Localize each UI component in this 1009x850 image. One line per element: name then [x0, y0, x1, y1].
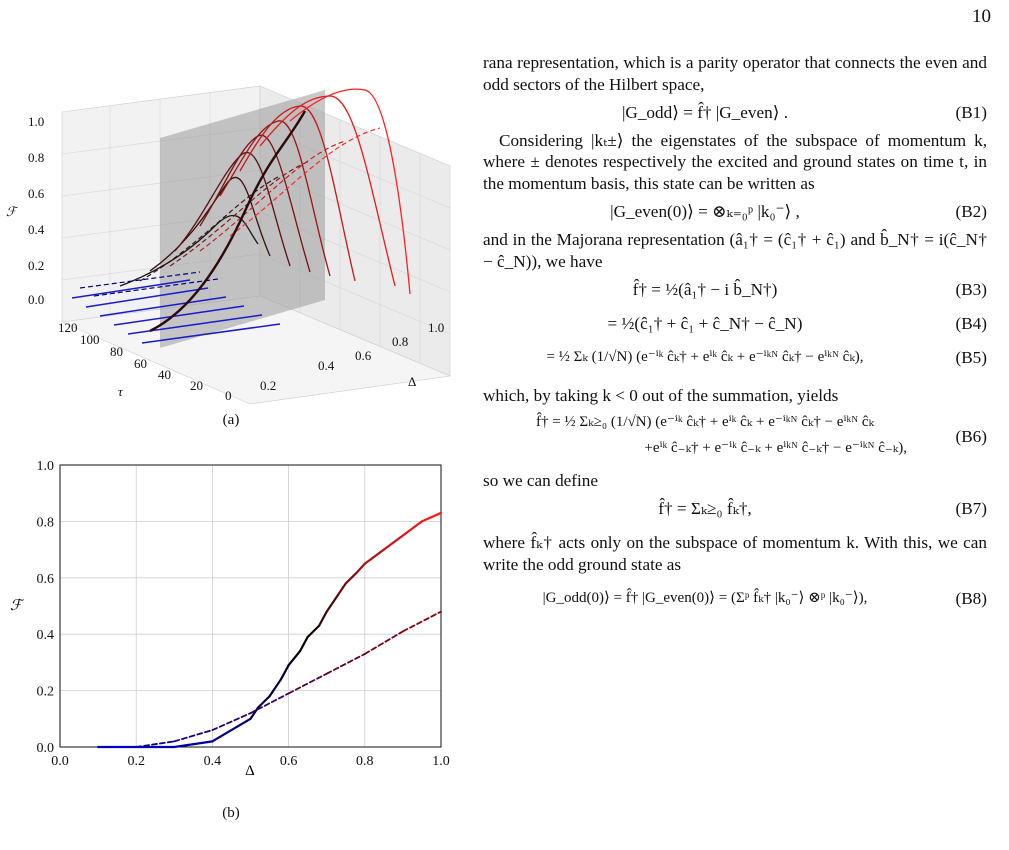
dashed-series-segment — [363, 630, 404, 655]
figure-a-caption: (a) — [222, 412, 240, 428]
delta-tick: 0.6 — [355, 348, 372, 363]
solid-series-segment — [211, 728, 233, 743]
delta-tick: 1.0 — [428, 320, 444, 335]
z-tick: 0.6 — [28, 186, 45, 201]
equation-b3: f̂† = ½(â₁† − i b̂_N†) (B3) — [483, 273, 987, 307]
figure-b-caption: (b) — [222, 805, 240, 821]
solid-series-segment — [173, 740, 214, 749]
equation-b2: |G_even(0)⟩ = ⊗ₖ₌₀ᵖ |k₀⁻⟩ , (B2) — [483, 195, 987, 229]
solid-series-segment — [356, 562, 366, 574]
equation-body: f̂† = ½ Σₖ≥₀ (1/√N) (e⁻ⁱᵏ ĉₖ† + eⁱᵏ ĉₖ +… — [535, 414, 875, 431]
equation-number: (B4) — [955, 313, 987, 333]
dashed-series-segment — [211, 712, 252, 731]
tau-tick: 20 — [190, 378, 203, 393]
equation-body: f̂† = ½(â₁† − i b̂_N†) — [632, 279, 778, 299]
solid-series-segment — [268, 678, 283, 698]
dashed-series-segment — [401, 610, 442, 633]
equation-number: (B1) — [955, 102, 987, 122]
solid-series-segment — [337, 582, 347, 596]
x-tick-label: 0.6 — [280, 754, 298, 769]
text-column: rana representation, which is a parity o… — [483, 52, 987, 622]
equation-body: f̂† = Σₖ≥₀ f̂ₖ†, — [658, 499, 752, 519]
y-tick-label: 0.8 — [37, 515, 55, 530]
equation-b1: |G_odd⟩ = f̂† |G_even⟩ . (B1) — [483, 96, 987, 130]
equation-body: |G_odd(0)⟩ = f̂† |G_even(0)⟩ = (Σᵖ f̂ₖ† … — [542, 589, 868, 606]
solid-series-segment — [401, 520, 424, 537]
solid-series-segment — [230, 717, 252, 732]
equation-number: (B8) — [955, 588, 987, 608]
equation-b5: = ½ Σₖ (1/√N) (e⁻ⁱᵏ ĉₖ† + eⁱᵏ ĉₖ + e⁻ⁱᵏᴺ… — [483, 341, 987, 385]
paragraph: where f̂ₖ† acts only on the subspace of … — [483, 533, 987, 574]
tau-axis-label: τ — [118, 384, 124, 399]
solid-series-segment — [317, 610, 328, 627]
dashed-series-segment — [135, 740, 176, 748]
tau-tick: 0 — [225, 388, 232, 403]
figure-a-3d-plot: 1.0 0.8 0.6 0.4 0.2 0.0 ℱ 120 100 80 60 … — [6, 85, 452, 405]
solid-series-segment — [363, 548, 385, 565]
z-tick: 0.4 — [28, 222, 45, 237]
tau-tick: 100 — [80, 332, 100, 347]
equation-number: (B3) — [955, 279, 987, 299]
figure-b-line-chart: 0.0 0.2 0.4 0.6 0.8 1.0 0.0 0.2 0.4 0.6 0.8 1.0 Δ ℱ — [10, 459, 450, 779]
dashed-series-segment — [287, 672, 328, 695]
z-tick: 0.2 — [28, 258, 44, 273]
page-number: 10 — [972, 6, 991, 27]
tau-tick: 40 — [158, 367, 171, 382]
x-tick-label: 0.8 — [356, 754, 374, 769]
equation-body-cont: +eⁱᵏ ĉ₋ₖ† + e⁻ⁱᵏ ĉ₋ₖ + eⁱᵏᴺ ĉ₋ₖ† − e⁻ⁱᵏᴺ… — [644, 440, 907, 457]
paragraph: so we can define — [483, 471, 599, 491]
dashed-series-segment — [325, 653, 366, 675]
tau-tick: 60 — [134, 356, 147, 371]
delta-tick: 0.4 — [318, 358, 335, 373]
delta-tick: 0.8 — [392, 334, 408, 349]
z-tick: 1.0 — [28, 114, 44, 129]
paragraph: rana representation, which is a parity o… — [483, 53, 987, 94]
equation-number: (B2) — [955, 201, 987, 221]
x-tick-label: 0.0 — [51, 754, 69, 769]
dashed-series-segment — [249, 692, 290, 715]
z-tick: 0.8 — [28, 150, 44, 165]
paragraph: and in the Majorana representation (â₁† … — [483, 229, 987, 271]
equation-body: |G_even(0)⟩ = ⊗ₖ₌₀ᵖ |k₀⁻⟩ , — [610, 201, 800, 221]
solid-series-segment — [306, 624, 321, 639]
solid-series-segment — [344, 571, 359, 585]
solid-series-segment — [420, 511, 443, 523]
delta-axis-label: Δ — [408, 374, 416, 389]
solid-series-segment — [325, 593, 340, 613]
y-tick-label: 1.0 — [37, 459, 55, 474]
x-tick-label: 0.2 — [127, 754, 145, 769]
paragraph: which, by taking k < 0 out of the summat… — [483, 385, 839, 405]
solid-series-segment — [298, 635, 309, 653]
x-tick-label: 0.4 — [204, 754, 222, 769]
equation-b6: f̂† = ½ Σₖ≥₀ (1/√N) (e⁻ⁱᵏ ĉₖ† + eⁱᵏ ĉₖ +… — [483, 406, 987, 470]
dashed-series-segment — [173, 729, 214, 743]
equation-b4: = ½(ĉ₁† + ĉ₁ + ĉ_N† − ĉ_N) (B4) — [483, 307, 987, 341]
y-axis-label: ℱ — [10, 598, 25, 614]
y-tick-label: 0.2 — [37, 685, 55, 700]
y-tick-label: 0.0 — [37, 741, 55, 756]
equation-body: = ½(ĉ₁† + ĉ₁ + ĉ_N† − ĉ_N) — [607, 313, 803, 333]
equation-body: |G_odd⟩ = f̂† |G_even⟩ . — [621, 102, 789, 122]
delta-tick: 0.2 — [260, 378, 276, 393]
x-tick-label: 1.0 — [432, 754, 450, 769]
tau-tick: 120 — [58, 320, 78, 335]
solid-series-segment — [287, 650, 302, 667]
paragraph: Considering |kₜ±⟩ the eigenstates of the… — [483, 130, 987, 194]
y-tick-label: 0.4 — [37, 628, 55, 643]
solid-series-segment — [257, 695, 271, 709]
z-axis-label: ℱ — [6, 204, 19, 219]
equation-number: (B7) — [955, 499, 987, 519]
equation-number: (B6) — [955, 427, 987, 447]
x-axis-label: Δ — [245, 763, 255, 779]
equation-body: = ½ Σₖ (1/√N) (e⁻ⁱᵏ ĉₖ† + eⁱᵏ ĉₖ + e⁻ⁱᵏᴺ… — [546, 348, 864, 365]
z-tick: 0.0 — [28, 292, 44, 307]
solid-series-segment — [382, 534, 404, 551]
equation-b7: f̂† = Σₖ≥₀ f̂ₖ†, (B7) — [483, 492, 987, 532]
equation-b8: |G_odd(0)⟩ = f̂† |G_even(0)⟩ = (Σᵖ f̂ₖ† … — [483, 582, 987, 622]
tau-tick: 80 — [110, 344, 123, 359]
equation-number: (B5) — [955, 347, 987, 367]
y-tick-label: 0.6 — [37, 572, 55, 587]
solid-series-segment — [279, 664, 290, 681]
